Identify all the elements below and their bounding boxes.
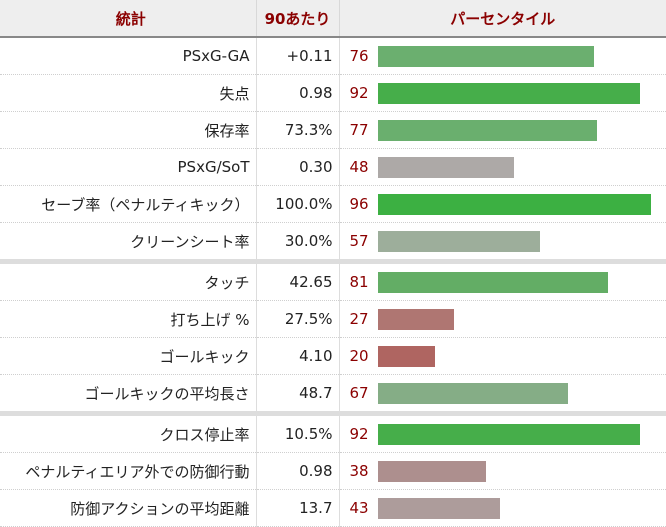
percentile-bar xyxy=(377,497,501,519)
per90-value: +0.11 xyxy=(256,37,340,75)
percentile-value: 38 xyxy=(349,462,369,480)
per90-value: 4.10 xyxy=(256,337,340,375)
percentile-value: 67 xyxy=(349,384,369,402)
per90-value: 48.7 xyxy=(256,374,340,414)
percentile-cell: 67 xyxy=(339,374,666,414)
percentile-bar xyxy=(377,193,652,215)
table-row: クリーンシート率 30.0% 57 xyxy=(0,222,666,262)
per90-value: 30.0% xyxy=(256,222,340,262)
percentile-cell: 38 xyxy=(339,452,666,490)
stat-name: ペナルティエリア外での防御行動 xyxy=(0,452,257,490)
percentile-cell: 92 xyxy=(339,411,666,453)
stat-name: 失点 xyxy=(0,74,257,112)
percentile-cell: 20 xyxy=(339,337,666,375)
percentile-bar xyxy=(377,156,515,178)
percentile-cell: 48 xyxy=(339,148,666,186)
percentile-value: 20 xyxy=(349,347,369,365)
stat-name: セーブ率（ペナルティキック） xyxy=(0,185,257,223)
table-row: 防御アクションの平均距離 13.7 43 xyxy=(0,489,666,527)
percentile-bar xyxy=(377,82,640,104)
stat-name: クリーンシート率 xyxy=(0,222,257,262)
per90-value: 42.65 xyxy=(256,259,340,301)
percentile-value: 48 xyxy=(349,158,369,176)
table-row: 保存率 73.3% 77 xyxy=(0,111,666,149)
stat-name: タッチ xyxy=(0,259,257,301)
percentile-cell: 57 xyxy=(339,222,666,262)
percentile-bar xyxy=(377,308,455,330)
table-row: 打ち上げ % 27.5% 27 xyxy=(0,300,666,338)
table-row: クロス停止率 10.5% 92 xyxy=(0,411,666,453)
percentile-value: 76 xyxy=(349,47,369,65)
percentile-value: 57 xyxy=(349,232,369,250)
percentile-cell: 43 xyxy=(339,489,666,527)
header-per90[interactable]: 90あたり xyxy=(256,0,340,38)
percentile-value: 43 xyxy=(349,499,369,517)
percentile-value: 92 xyxy=(349,425,369,443)
stat-name: PSxG/SoT xyxy=(0,148,257,186)
percentile-cell: 76 xyxy=(339,37,666,75)
table-row: ペナルティエリア外での防御行動 0.98 38 xyxy=(0,452,666,490)
percentile-bar xyxy=(377,460,486,482)
per90-value: 13.7 xyxy=(256,489,340,527)
stat-name: クロス停止率 xyxy=(0,411,257,453)
percentile-bar xyxy=(377,345,435,367)
stat-name: PSxG-GA xyxy=(0,37,257,75)
per90-value: 73.3% xyxy=(256,111,340,149)
percentile-value: 92 xyxy=(349,84,369,102)
table-row: PSxG-GA +0.11 76 xyxy=(0,37,666,75)
percentile-bar xyxy=(377,423,640,445)
stat-name: 防御アクションの平均距離 xyxy=(0,489,257,527)
percentile-value: 96 xyxy=(349,195,369,213)
table-row: 失点 0.98 92 xyxy=(0,74,666,112)
percentile-cell: 77 xyxy=(339,111,666,149)
table-row: セーブ率（ペナルティキック） 100.0% 96 xyxy=(0,185,666,223)
percentile-bar xyxy=(377,45,595,67)
percentile-bar xyxy=(377,382,569,404)
percentile-bar xyxy=(377,271,609,293)
stat-name: 保存率 xyxy=(0,111,257,149)
percentile-cell: 81 xyxy=(339,259,666,301)
header-row: 統計 90あたり パーセンタイル xyxy=(0,0,666,38)
header-percentile[interactable]: パーセンタイル xyxy=(339,0,666,38)
table-row: ゴールキック 4.10 20 xyxy=(0,337,666,375)
percentile-cell: 27 xyxy=(339,300,666,338)
per90-value: 10.5% xyxy=(256,411,340,453)
table-row: ゴールキックの平均長さ 48.7 67 xyxy=(0,374,666,414)
percentile-value: 77 xyxy=(349,121,369,139)
per90-value: 0.30 xyxy=(256,148,340,186)
table-row: PSxG/SoT 0.30 48 xyxy=(0,148,666,186)
percentile-cell: 96 xyxy=(339,185,666,223)
per90-value: 100.0% xyxy=(256,185,340,223)
percentile-value: 81 xyxy=(349,273,369,291)
per90-value: 0.98 xyxy=(256,452,340,490)
stat-name: ゴールキック xyxy=(0,337,257,375)
percentile-bar xyxy=(377,230,540,252)
header-stat[interactable]: 統計 xyxy=(0,0,257,38)
percentile-value: 27 xyxy=(349,310,369,328)
table-row: タッチ 42.65 81 xyxy=(0,259,666,301)
per90-value: 27.5% xyxy=(256,300,340,338)
stat-name: ゴールキックの平均長さ xyxy=(0,374,257,414)
percentile-bar xyxy=(377,119,597,141)
stat-name: 打ち上げ % xyxy=(0,300,257,338)
per90-value: 0.98 xyxy=(256,74,340,112)
percentile-cell: 92 xyxy=(339,74,666,112)
